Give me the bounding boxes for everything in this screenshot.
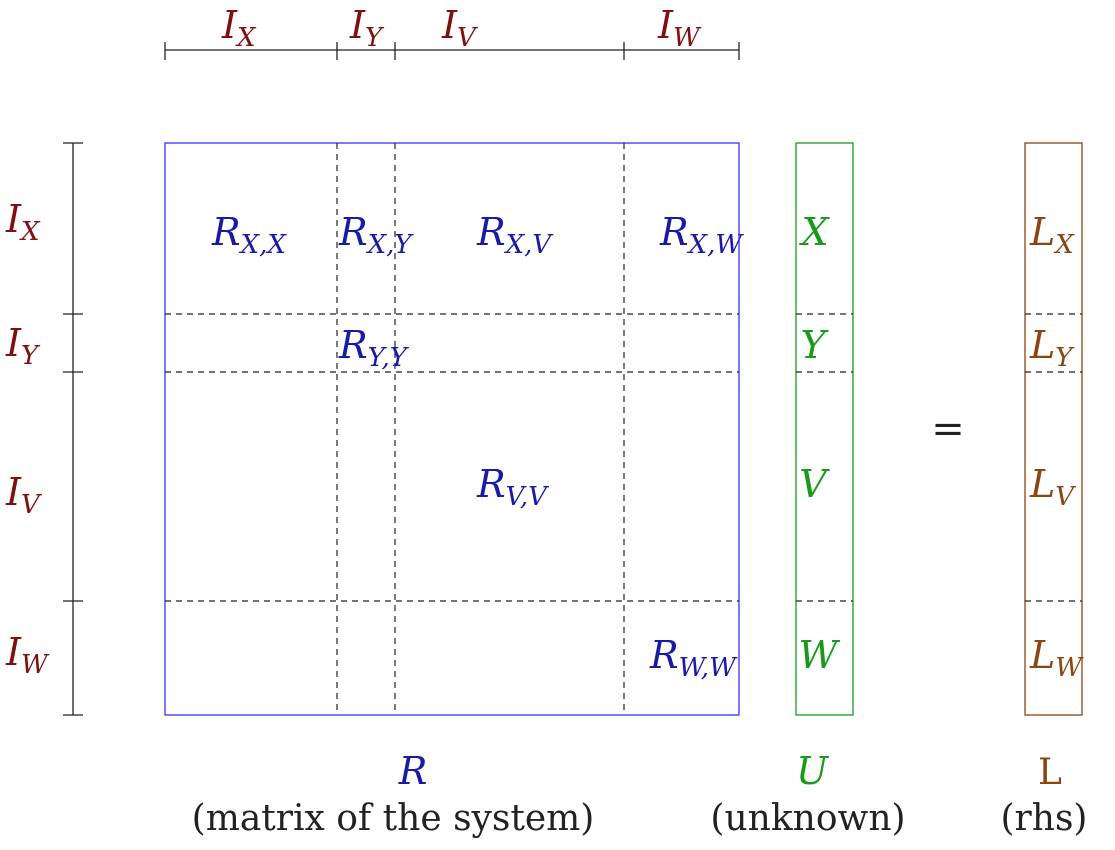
row-index-labels: IX IY IV IW <box>5 197 50 680</box>
captions: R (matrix of the system) U (unknown) L (… <box>192 749 1088 839</box>
col-index-w-label: IW <box>657 3 702 53</box>
equals-sign: = <box>931 406 965 452</box>
block-r-xv: RX,V <box>476 210 553 260</box>
row-index-v-label: IV <box>5 470 42 520</box>
rhs-caption-desc: (rhs) <box>1001 798 1088 839</box>
unknown-w: W <box>798 633 840 677</box>
block-r-yy: RY,Y <box>338 323 410 373</box>
rhs-lw: LW <box>1029 633 1084 683</box>
matrix-caption-desc: (matrix of the system) <box>192 798 595 839</box>
unknown-caption-symbol: U <box>796 749 830 793</box>
column-index-labels: IX IY IV IW <box>221 3 702 53</box>
unknown-y: Y <box>800 323 829 367</box>
rhs-partition-lines <box>1025 313 1082 602</box>
rhs-lv: LV <box>1029 462 1076 512</box>
block-r-xw: RX,W <box>659 210 744 260</box>
unknown-caption-desc: (unknown) <box>710 798 905 839</box>
block-r-ww: RW,W <box>649 633 738 683</box>
block-r-vv: RV,V <box>476 462 549 512</box>
matrix-r-box <box>164 142 740 716</box>
matrix-partition-lines <box>165 143 739 715</box>
block-r-xx: RX,X <box>211 210 287 260</box>
matrix-block-labels: RX,X RX,Y RX,V RX,W RY,Y RV,V RW,W <box>211 210 744 683</box>
rhs-l-box <box>1024 142 1083 716</box>
rhs-entries: LX LY LV LW <box>1029 210 1084 683</box>
matrix-caption-symbol: R <box>398 749 428 793</box>
unknown-partition-lines <box>796 313 853 602</box>
rhs-lx: LX <box>1029 210 1075 260</box>
unknown-x: X <box>798 210 830 254</box>
row-index-w-label: IW <box>5 630 50 680</box>
row-index-x-label: IX <box>5 197 41 247</box>
col-index-v-label: IV <box>441 3 478 53</box>
unknown-v: V <box>799 462 830 506</box>
unknown-entries: X Y V W <box>798 210 840 677</box>
row-index-ruler <box>63 142 83 716</box>
col-index-y-label: IY <box>349 3 385 53</box>
unknown-u-box <box>795 142 854 716</box>
rhs-caption-symbol: L <box>1038 752 1062 793</box>
col-index-x-label: IX <box>221 3 257 53</box>
row-index-y-label: IY <box>5 321 41 371</box>
column-index-ruler <box>164 42 740 60</box>
rhs-ly: LY <box>1029 323 1075 373</box>
block-r-xy: RX,Y <box>338 210 414 260</box>
